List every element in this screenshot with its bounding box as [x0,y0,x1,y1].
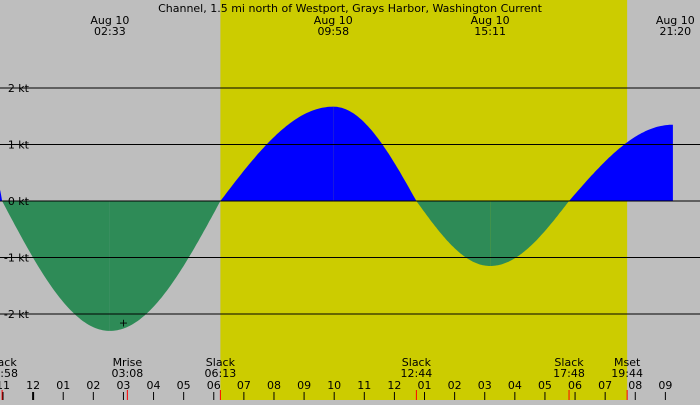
bottom-event-name: Slack [0,356,17,369]
bottom-event-time: 17:48 [553,367,585,380]
flood-area [220,106,334,201]
hour-tick-label: 04 [508,379,522,392]
hour-tick-label: 09 [297,379,311,392]
ebb-area [490,201,569,266]
current-areas [0,106,673,331]
bottom-event-time: 06:13 [205,367,237,380]
hour-tick-label: 05 [177,379,191,392]
hour-tick-label: 08 [628,379,642,392]
hour-tick-label: 08 [267,379,281,392]
hour-tick-label: 12 [26,379,40,392]
y-tick-label: -1 kt [4,252,30,265]
y-tick-label: -2 kt [4,308,30,321]
hour-tick-label: 06 [568,379,582,392]
ebb-area [2,201,110,331]
bottom-event-name: Mset [614,356,641,369]
y-tick-label: 1 kt [8,139,30,152]
chart-title: Channel, 1.5 mi north of Westport, Grays… [158,2,543,15]
hour-tick-label: 09 [658,379,672,392]
hour-axis: 11 12 01 02 03 04 05 06 07 08 09 10 11 12 01 02 03 04 05 06… [0,379,672,400]
hour-tick-label: 04 [147,379,161,392]
hour-tick-label: 03 [478,379,492,392]
hour-tick-label: 05 [538,379,552,392]
hour-tick-label: 11 [357,379,371,392]
hour-tick-label: 02 [448,379,462,392]
bottom-event-time: 03:08 [112,367,144,380]
max-ebb-marker: + [119,316,128,329]
top-event-time: 09:58 [317,25,349,38]
bottom-event-name: Mrise [113,356,143,369]
hour-tick-label: 10 [327,379,341,392]
top-event-date: Aug 10 [90,14,129,27]
y-axis-labels: 2 kt 1 kt 0 kt -1 kt -2 kt [4,82,30,321]
hour-tick-label: 12 [387,379,401,392]
hour-tick-label: 03 [116,379,130,392]
top-event-date: Aug 10 [656,14,695,27]
bottom-event-time: 12:44 [401,367,433,380]
hour-tick-label: 01 [56,379,70,392]
bottom-event-name: Slack [402,356,432,369]
hour-tick-label: 01 [418,379,432,392]
top-event-time: 15:11 [474,25,506,38]
bottom-event-time: 19:44 [611,367,643,380]
flood-area [0,189,3,201]
top-event-date: Aug 10 [314,14,353,27]
top-event-date: Aug 10 [471,14,510,27]
hour-tick-label: 07 [598,379,612,392]
y-tick-label: 2 kt [8,82,30,95]
bottom-event-time: 22:58 [0,367,18,380]
ebb-area [109,201,221,331]
bottom-event-labels: Slack22:58Mrise03:08Slack06:13Slack12:44… [0,356,643,400]
hour-tick-label: 07 [237,379,251,392]
bottom-event-name: Slack [554,356,584,369]
hour-tick-label: 02 [86,379,100,392]
ebb-area [416,201,491,266]
bottom-event-name: Slack [206,356,236,369]
gridlines [0,87,700,315]
hour-tick-label: 11 [0,379,10,392]
hour-tick-label: 06 [207,379,221,392]
top-event-time: 02:33 [94,25,126,38]
flood-area [333,106,417,201]
flood-area [569,124,673,201]
top-event-time: 21:20 [659,25,691,38]
y-tick-label: 0 kt [8,195,30,208]
